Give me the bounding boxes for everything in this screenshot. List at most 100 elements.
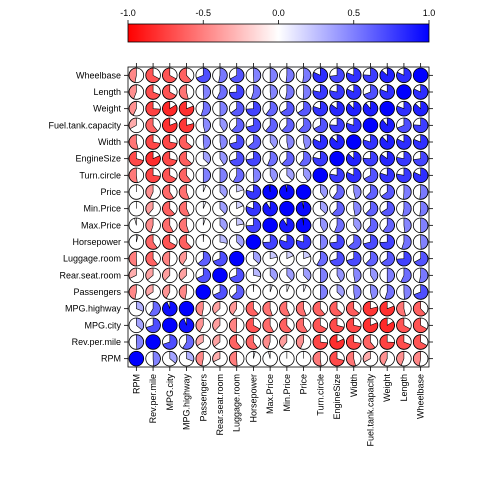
- cell-outline: [228, 317, 245, 334]
- cell-outline: [212, 317, 228, 334]
- cell-outline: [279, 284, 295, 300]
- cell-pie-slice: [136, 334, 144, 350]
- correlation-cell: [178, 67, 195, 84]
- correlation-cell: [228, 350, 245, 367]
- cell-pie-slice: [413, 351, 421, 367]
- cell-outline: [262, 350, 278, 367]
- cell-outline: [279, 134, 295, 150]
- cell-pie-slice: [145, 334, 161, 350]
- correlation-cell: [412, 117, 429, 134]
- correlation-cell: [178, 350, 195, 367]
- cell-outline: [362, 200, 379, 217]
- cell-outline: [379, 234, 395, 250]
- cell-outline: [329, 234, 345, 250]
- correlation-cell: [245, 217, 262, 234]
- correlation-cell: [245, 350, 262, 367]
- cell-outline: [362, 134, 379, 150]
- correlation-cell: [379, 267, 395, 284]
- cell-outline: [346, 150, 362, 167]
- correlation-cell: [362, 117, 379, 134]
- cell-outline: [162, 217, 178, 234]
- correlation-cell: [279, 134, 295, 150]
- correlation-cell: [228, 150, 245, 167]
- y-axis-tick-label: EngineSize: [75, 154, 121, 164]
- correlation-cell: [396, 317, 412, 334]
- cell-outline: [329, 200, 345, 217]
- cell-pie-slice: [195, 301, 204, 317]
- cell-outline: [212, 284, 228, 300]
- correlation-cell: [262, 167, 278, 184]
- correlation-cell: [396, 150, 412, 167]
- correlation-cell: [279, 117, 295, 134]
- cell-outline: [279, 234, 295, 250]
- cell-outline: [245, 184, 262, 200]
- correlation-cell: [329, 217, 345, 234]
- correlation-cell: [245, 267, 262, 284]
- cell-outline: [145, 284, 161, 300]
- cell-pie-slice: [379, 101, 395, 116]
- cell-outline: [212, 334, 228, 350]
- cell-outline: [145, 234, 161, 250]
- y-axis-tick-label: Max.Price: [81, 220, 121, 230]
- cell-outline: [228, 167, 245, 184]
- correlation-cell: [362, 250, 379, 267]
- correlation-cell: [145, 167, 161, 184]
- cell-outline: [245, 317, 262, 334]
- cell-outline: [396, 284, 412, 300]
- correlation-cell: [262, 134, 278, 150]
- cell-pie-slice: [413, 68, 428, 83]
- correlation-cell: [396, 167, 412, 184]
- cell-outline: [178, 250, 195, 267]
- cell-pie-slice: [128, 67, 137, 83]
- cell-outline: [195, 334, 211, 350]
- cell-outline: [245, 350, 262, 367]
- cell-outline: [145, 134, 161, 150]
- correlation-cell: [379, 200, 395, 217]
- cell-outline: [128, 67, 145, 84]
- cell-outline: [162, 67, 178, 84]
- cell-outline: [245, 134, 262, 150]
- cell-outline: [279, 167, 295, 184]
- cell-outline: [379, 317, 395, 334]
- cell-outline: [228, 334, 245, 350]
- cell-outline: [262, 284, 278, 300]
- correlation-cell: [329, 117, 345, 134]
- cell-outline: [212, 300, 228, 317]
- correlation-cell: [346, 67, 362, 84]
- cell-outline: [279, 317, 295, 334]
- correlation-cell: [412, 200, 429, 217]
- cell-outline: [195, 150, 211, 167]
- correlation-cell: [412, 100, 429, 117]
- correlation-cell: [362, 217, 379, 234]
- correlation-cell: [128, 134, 145, 150]
- cell-outline: [212, 100, 228, 117]
- cell-outline: [312, 350, 329, 367]
- correlation-cell: [279, 100, 295, 117]
- correlation-cell: [228, 334, 245, 350]
- cell-pie-slice: [286, 134, 295, 150]
- correlation-cell: [312, 67, 329, 84]
- cell-outline: [346, 234, 362, 250]
- correlation-cell: [195, 67, 211, 84]
- cell-outline: [279, 67, 295, 84]
- correlation-cell: [262, 84, 278, 100]
- correlation-cell: [228, 234, 245, 250]
- cell-outline: [262, 117, 278, 134]
- cell-outline: [128, 350, 145, 367]
- correlation-cell: [128, 217, 145, 234]
- correlation-cell: [145, 234, 161, 250]
- cell-outline: [178, 300, 195, 317]
- cell-outline: [329, 134, 345, 150]
- correlation-cell: [279, 150, 295, 167]
- cell-pie-slice: [320, 284, 328, 300]
- cell-pie-slice: [312, 168, 328, 183]
- correlation-cell: [228, 300, 245, 317]
- cell-pie-slice: [162, 251, 171, 267]
- cell-pie-slice: [285, 84, 295, 100]
- cell-pie-slice: [229, 351, 238, 367]
- cell-outline: [279, 267, 295, 284]
- correlation-cell: [245, 250, 262, 267]
- cell-outline: [295, 217, 312, 234]
- cell-pie-slice: [353, 267, 362, 283]
- x-axis-tick-label: Luggage.room: [232, 374, 242, 432]
